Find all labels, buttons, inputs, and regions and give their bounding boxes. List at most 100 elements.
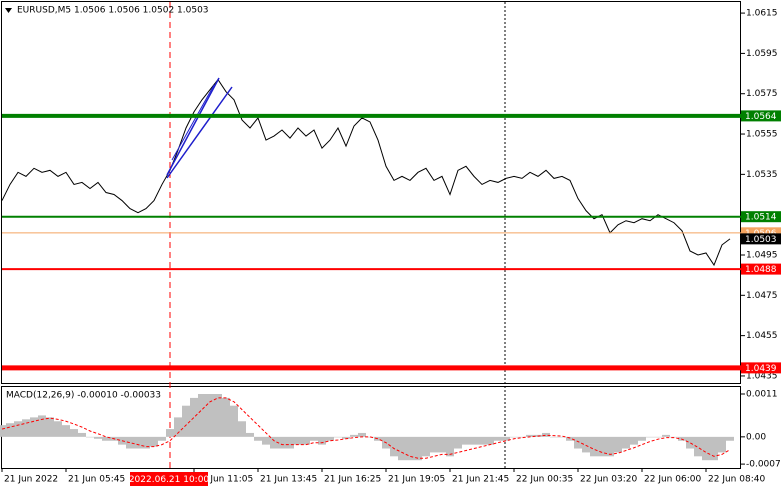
macd-bar: [374, 436, 382, 441]
macd-bar: [358, 432, 366, 437]
level-label: 1.0439: [745, 364, 777, 374]
macd-bar: [174, 417, 182, 437]
x-tick-label: 21 Jun 2022: [4, 475, 58, 485]
level-label-box: [741, 211, 781, 223]
macd-bar: [694, 436, 702, 457]
macd-bar: [102, 436, 110, 441]
macd-bar: [638, 436, 646, 441]
macd-bar: [150, 436, 158, 447]
macd-bar: [630, 436, 638, 445]
macd-bar: [502, 436, 510, 441]
macd-bar: [710, 436, 718, 461]
macd-bar: [350, 434, 358, 437]
macd-bar: [254, 436, 262, 441]
trend-lines: [166, 77, 233, 179]
macd-bar: [342, 436, 350, 439]
price-title: EURUSD,M5 1.0506 1.0506 1.0502 1.0503: [17, 6, 209, 16]
macd-bar: [310, 436, 318, 441]
current-price-box: [741, 233, 781, 245]
macd-bar: [646, 436, 654, 438]
macd-bar: [6, 423, 14, 437]
macd-bar: [702, 436, 710, 461]
x-tick-label: 22 Jun 00:35: [516, 475, 573, 485]
macd-bar: [262, 436, 270, 445]
y-tick-label: 1.0475: [746, 291, 778, 301]
macd-bar: [622, 436, 630, 449]
macd-bar: [334, 436, 342, 438]
macd-bar: [46, 417, 54, 437]
macd-bar: [718, 436, 726, 453]
macd-bar: [30, 417, 38, 437]
level-label: 1.0564: [745, 112, 777, 122]
macd-bar: [662, 434, 670, 437]
x-tick-label: 22 Jun 03:20: [580, 475, 637, 485]
macd-bar: [454, 436, 462, 449]
x-tick-label: 22 Jun 08:40: [708, 475, 765, 485]
macd-bar: [182, 405, 190, 437]
macd-bar: [94, 436, 102, 439]
macd-bar: [598, 436, 606, 457]
macd-bar: [54, 421, 62, 437]
y-tick-label: 0.0011: [746, 390, 778, 400]
level-label: 1.0514: [745, 213, 777, 223]
macd-bar: [462, 436, 470, 445]
macd-bar: [654, 436, 662, 438]
y-tick-label: 1.0435: [746, 371, 778, 381]
macd-bar: [278, 436, 286, 449]
macd-bar: [590, 436, 598, 457]
macd-bar: [486, 436, 494, 445]
macd-bar: [206, 394, 214, 437]
macd-bar: [686, 436, 694, 449]
macd-bar: [494, 436, 502, 441]
y-tick-label: 1.0535: [746, 170, 778, 180]
macd-bar: [318, 436, 326, 445]
macd-bar: [414, 436, 422, 461]
macd-bar: [246, 432, 254, 437]
macd-bar: [542, 432, 550, 437]
macd-bar: [78, 432, 86, 437]
trend-line: [171, 84, 215, 161]
macd-bar: [70, 429, 78, 437]
y-tick-label: 1.0495: [746, 250, 778, 260]
macd-bar: [214, 394, 222, 437]
macd-bar: [142, 436, 150, 449]
macd-bar: [230, 405, 238, 437]
macd-bar: [446, 436, 454, 457]
y-tick-label: 1.0595: [746, 49, 778, 59]
level-label-box: [741, 110, 781, 122]
macd-bar: [86, 436, 94, 438]
x-tick-label: 21 Jun 21:45: [452, 475, 509, 485]
price-layer: [0, 78, 734, 461]
macd-bar: [38, 415, 46, 437]
y-tick-label: -0.0007: [746, 460, 781, 470]
price-panel: [1, 1, 741, 384]
macd-bar: [518, 436, 526, 438]
crosshair-label-box: [130, 472, 208, 486]
level-label-box: [741, 263, 781, 275]
macd-bar: [582, 436, 590, 453]
x-tick-label: 21 Jun 19:05: [388, 475, 445, 485]
macd-bar: [14, 421, 22, 437]
x-tick-label: 21 Jun 11:05: [196, 475, 253, 485]
x-tick-label: 21 Jun 13:45: [260, 475, 317, 485]
macd-bar: [158, 436, 166, 441]
signal-line: [1, 397, 731, 459]
macd-bar: [294, 436, 302, 445]
macd-bar: [430, 436, 438, 453]
macd-bar: [190, 397, 198, 437]
macd-bar: [134, 436, 142, 449]
price-line: [1, 78, 731, 267]
crosshair-label: 2022.06.21 10:00: [129, 475, 210, 485]
macd-bar: [398, 436, 406, 461]
macd-bar: [166, 429, 174, 437]
macd-bar: [614, 436, 622, 453]
macd-bar: [326, 436, 334, 441]
macd-bar: [510, 436, 518, 438]
current-price-label: 1.0503: [745, 235, 777, 245]
trend-line: [166, 86, 233, 179]
menu-triangle: [5, 8, 12, 13]
macd-bar: [438, 436, 446, 453]
x-tick-label: 21 Jun 05:45: [68, 475, 125, 485]
